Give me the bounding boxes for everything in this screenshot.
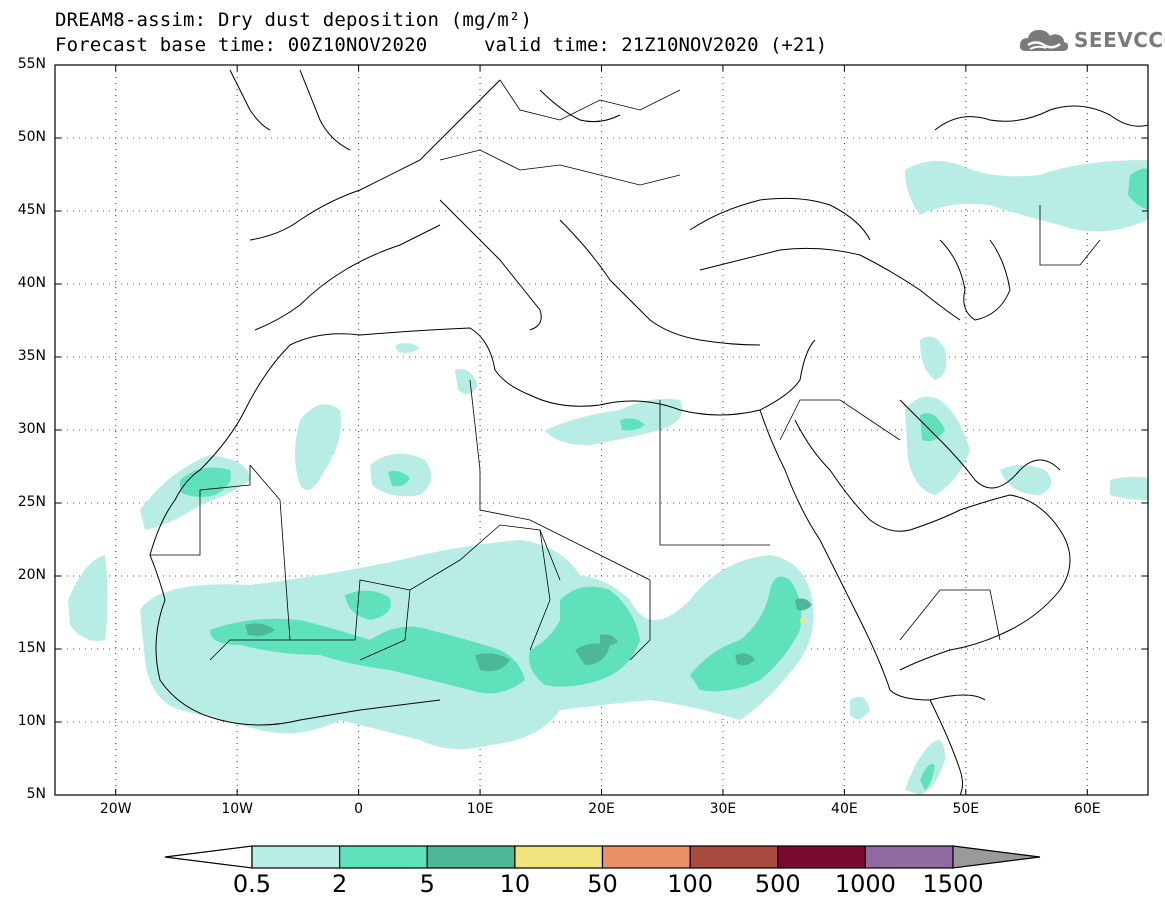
lon-label: 20W <box>99 801 132 817</box>
lon-label: 50E <box>952 801 980 817</box>
colorbar-over-triangle <box>952 845 1041 869</box>
map-title: DREAM8-assim: Dry dust deposition (mg/m²… <box>55 9 533 31</box>
colorbar-label: 100 <box>667 870 714 898</box>
colorbar-label: 2 <box>331 870 348 898</box>
lat-label: 5N <box>26 786 46 802</box>
lat-label: 45N <box>17 202 46 218</box>
dust-deposition-field <box>68 69 1148 795</box>
colorbar-swatch <box>339 845 428 869</box>
colorbar-label: 0.5 <box>232 870 272 898</box>
colorbar-swatch <box>689 845 779 869</box>
colorbar-swatch <box>864 845 954 869</box>
colorbar-swatch <box>251 845 341 869</box>
forecast-base-time: Forecast base time: 00Z10NOV2020 <box>55 34 428 56</box>
lat-label: 10N <box>17 713 46 729</box>
lat-label: 25N <box>17 494 46 510</box>
lat-label: 30N <box>17 421 46 437</box>
colorbar-label: 500 <box>754 870 801 898</box>
lon-label: 60E <box>1073 801 1101 817</box>
deposition-level-10 <box>800 618 806 624</box>
colorbar-swatch <box>514 845 604 869</box>
lon-label: 10E <box>466 801 494 817</box>
colorbar-label: 1500 <box>922 870 984 898</box>
coastlines <box>149 69 1148 795</box>
deposition-level-2 <box>180 168 1148 790</box>
valid-time: valid time: 21Z10NOV2020 (+21) <box>484 34 828 56</box>
lon-label: 0 <box>354 801 364 817</box>
lon-label: 40E <box>831 801 858 817</box>
colorbar <box>164 845 1041 869</box>
colorbar-swatch <box>426 845 516 869</box>
axis-ticks <box>55 64 1148 796</box>
lat-label: 55N <box>17 56 46 72</box>
colorbar-label: 50 <box>587 870 618 898</box>
lon-label: 30E <box>709 801 737 817</box>
cloud-icon <box>1019 30 1069 51</box>
seevccc-logo: SEEVCCC <box>1018 24 1165 56</box>
logo-text: SEEVCCC <box>1074 28 1165 52</box>
lon-label: 10W <box>221 801 253 817</box>
colorbar-under-triangle <box>164 845 253 869</box>
colorbar-label: 10 <box>499 870 531 898</box>
lat-label: 15N <box>17 640 46 656</box>
deposition-level-5 <box>245 598 812 672</box>
lon-label: 20E <box>588 801 615 817</box>
lat-label: 40N <box>17 275 46 291</box>
country-borders <box>150 79 1101 661</box>
lat-label: 35N <box>17 348 46 364</box>
colorbar-label: 5 <box>419 870 435 898</box>
colorbar-swatch <box>601 845 691 869</box>
colorbar-label: 1000 <box>834 870 896 898</box>
lat-label: 50N <box>17 129 46 145</box>
lat-label: 20N <box>17 567 46 583</box>
colorbar-swatch <box>777 845 866 869</box>
